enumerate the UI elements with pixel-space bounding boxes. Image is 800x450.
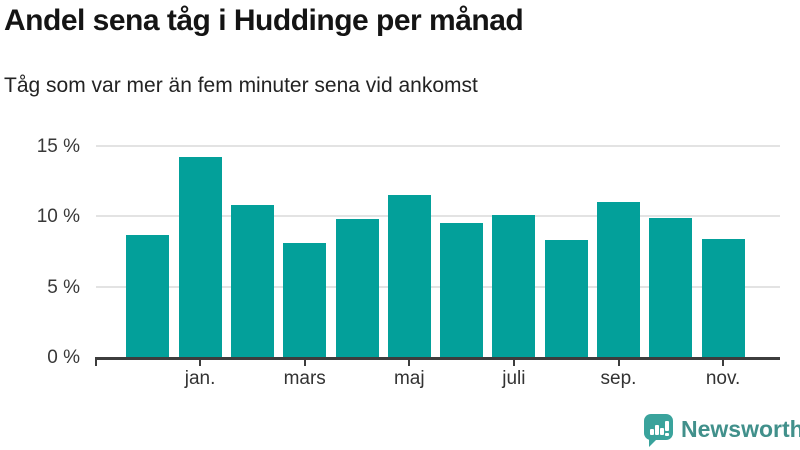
bar-maj — [387, 195, 431, 357]
brand-name: Newsworthy — [681, 416, 800, 442]
bar-juni — [440, 223, 484, 357]
y-axis-tick-label: 0 % — [47, 347, 80, 368]
x-axis-tick — [722, 360, 725, 366]
bar-juli — [492, 214, 536, 357]
newsworthy-logo[interactable]: Newsworthy — [644, 414, 800, 448]
speech-bubble-tail — [649, 438, 658, 447]
bar-aug — [544, 240, 588, 357]
bar-dec — [126, 234, 170, 357]
bar-apr — [335, 219, 379, 357]
logo-exclamation-icon — [665, 421, 669, 431]
bar-chart-speech-bubble-icon — [644, 414, 673, 440]
gridline — [96, 215, 780, 218]
y-axis-tick-label: 15 % — [36, 135, 80, 157]
x-axis-tick — [303, 360, 306, 366]
x-axis-tick — [95, 360, 97, 366]
logo-chart-bar-icon — [660, 428, 664, 435]
logo-chart-bar-icon — [655, 425, 659, 435]
bar-mars — [283, 243, 327, 357]
x-axis-line — [95, 357, 780, 360]
bar-sep — [597, 202, 640, 357]
logo-exclamation-dot-icon — [665, 433, 669, 436]
gridline — [96, 285, 780, 288]
chart-subtitle: Tåg som var mer än fem minuter sena vid … — [4, 74, 478, 97]
x-axis-tick-label: mars — [283, 368, 326, 389]
x-axis-tick-label: nov. — [705, 368, 741, 389]
gridline — [96, 144, 780, 147]
y-axis-tick-label: 10 % — [36, 206, 80, 228]
x-axis-tick-label: maj — [393, 368, 425, 389]
x-axis-tick — [408, 360, 411, 366]
x-axis-tick-label: jan. — [184, 368, 216, 389]
chart-title: Andel sena tåg i Huddinge per månad — [4, 4, 524, 37]
y-axis-tick-label: 5 % — [47, 276, 80, 298]
bar-jan — [178, 157, 222, 357]
bar-okt — [649, 217, 693, 357]
bar-nov — [701, 238, 745, 357]
bar-feb — [230, 205, 274, 357]
x-axis-tick — [617, 360, 620, 366]
x-axis-tick-label: juli — [502, 368, 526, 389]
x-axis-tick — [512, 360, 515, 366]
logo-chart-bar-icon — [650, 429, 654, 435]
x-axis-tick — [199, 360, 202, 366]
x-axis-tick-label: sep. — [600, 368, 637, 389]
